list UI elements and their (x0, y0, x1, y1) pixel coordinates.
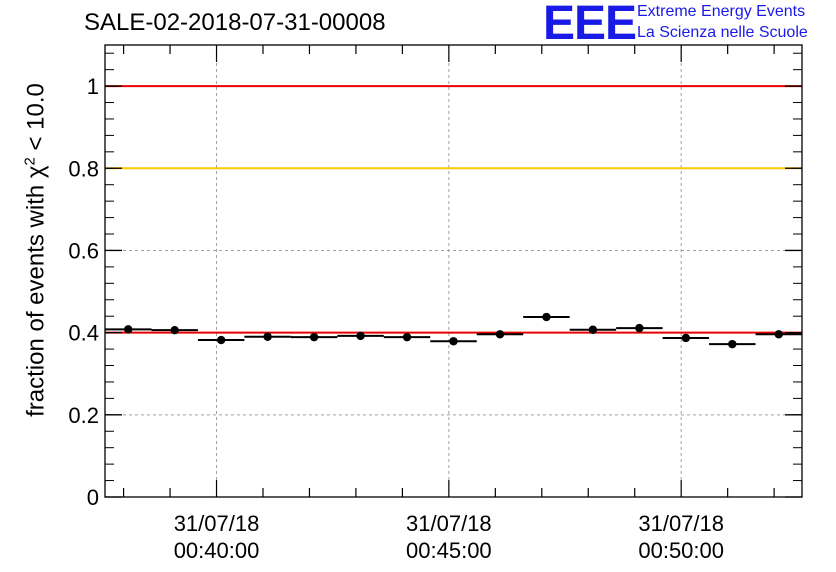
x-tick-label-date: 31/07/18 (406, 511, 492, 536)
x-tick-label-time: 00:40:00 (174, 538, 260, 563)
data-point-marker (542, 312, 551, 322)
data-point-marker (635, 323, 644, 333)
data-point-marker (495, 330, 505, 339)
x-tick-label-date: 31/07/18 (174, 511, 260, 536)
data-point-marker (402, 332, 412, 342)
y-tick-label: 0.6 (68, 238, 99, 263)
data-point-marker (449, 337, 458, 346)
x-tick-label-time: 00:45:00 (406, 538, 492, 563)
y-tick-label: 0.4 (68, 321, 99, 346)
data-point-marker (170, 325, 179, 335)
y-tick-label: 0.8 (68, 156, 99, 181)
data-point-marker (124, 325, 133, 334)
y-tick-label: 0 (87, 485, 99, 510)
data-point-marker (588, 325, 598, 334)
data-point-marker (681, 333, 691, 343)
logo-text-line1: Extreme Energy Events (637, 3, 806, 20)
data-point-marker (774, 330, 783, 339)
data-point-marker (728, 339, 737, 349)
chart-title: SALE-02-2018-07-31-00008 (84, 9, 386, 36)
y-tick-label: 1 (87, 74, 99, 99)
y-axis-label: fraction of events with χ2 < 10.0 (21, 83, 50, 417)
plot-frame (104, 44, 803, 498)
data-point-marker (309, 332, 319, 342)
logo-text-line2: La Scienza nelle Scuole (637, 24, 808, 41)
eee-logo: EEE (543, 0, 637, 50)
data-point-marker (216, 335, 226, 345)
x-tick-label-date: 31/07/18 (638, 511, 724, 536)
data-point-marker (263, 332, 272, 341)
x-tick-label-time: 00:50:00 (638, 538, 724, 563)
y-tick-label: 0.2 (68, 403, 99, 428)
data-point-marker (356, 331, 365, 341)
